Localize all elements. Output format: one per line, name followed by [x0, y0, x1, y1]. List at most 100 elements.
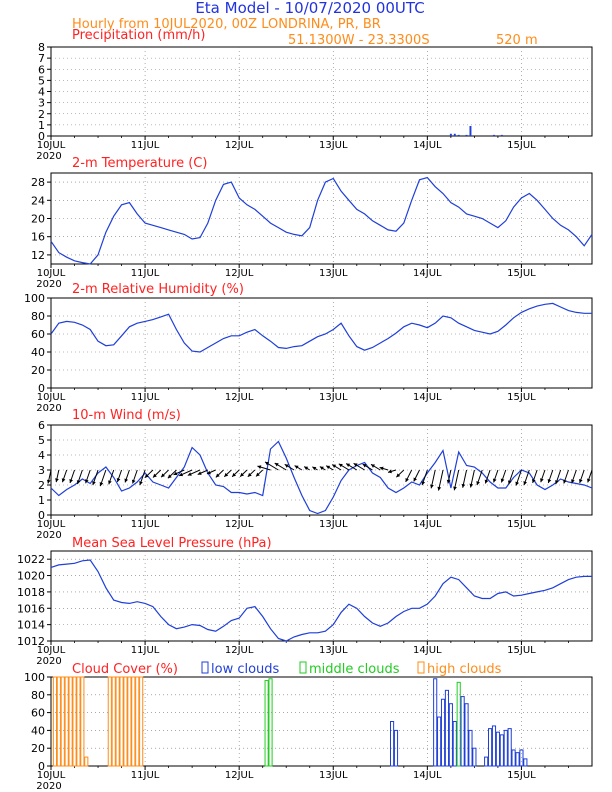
precip-xtick-label: 11JUL — [131, 140, 160, 151]
mslp-xtick-label: 12JUL — [225, 645, 254, 656]
cloud-bar-low — [452, 721, 457, 767]
main-title: Eta Model - 10/07/2020 00UTC — [195, 0, 424, 17]
wind-barb-head — [461, 483, 466, 488]
cloud-xtick-label: 15JUL — [507, 770, 536, 781]
wind-barb-head — [469, 483, 474, 488]
temp-title: 2-m Temperature (C) — [72, 156, 207, 171]
cloud-xtick-label: 14JUL — [413, 770, 442, 781]
rh-year-label: 2020 — [36, 403, 61, 414]
cloud-xtick-label: 12JUL — [225, 770, 254, 781]
wind-barb-head — [312, 466, 317, 471]
mslp-ytick-label: 1016 — [17, 602, 45, 615]
cloud-bar-middle — [264, 680, 269, 767]
wind-barb-head — [99, 482, 104, 487]
temp-frame — [50, 172, 593, 265]
wind-ytick-label: 5 — [38, 434, 45, 447]
wind-barb-head — [161, 473, 165, 478]
rh-ytick-label: 60 — [31, 328, 45, 341]
cloud-bar-high — [52, 676, 57, 767]
wind-barb-head — [453, 486, 457, 491]
wind-barb-head — [319, 466, 324, 471]
wind-barb-head — [152, 473, 157, 478]
precip-bar — [449, 133, 452, 136]
temp-ytick-label: 12 — [31, 249, 45, 262]
legend-low-swatch — [201, 661, 209, 674]
cloud-bar-high — [68, 676, 73, 767]
precip-xtick-label: 15JUL — [507, 140, 536, 151]
cloud-bar-high — [115, 676, 120, 767]
cloud-bar-high — [64, 676, 69, 767]
wind-ytick-label: 6 — [38, 419, 45, 432]
cloud-bar-low — [519, 749, 524, 767]
precip-title: Precipitation (mm/h) — [72, 28, 205, 43]
cloud-xtick-label: 11JUL — [131, 770, 160, 781]
wind-barb-head — [84, 479, 89, 484]
wind-barb-head — [274, 463, 279, 467]
wind-barb — [438, 469, 444, 491]
rh-ytick-label: 40 — [31, 346, 45, 359]
precip-ytick-label: 6 — [38, 63, 45, 76]
cloud-bar-low — [511, 749, 516, 767]
precip-ytick-label: 1 — [38, 119, 45, 132]
panel-mslp: 1012 1014 1016 1018 1020 1022 10JUL 11JUL 12JUL 1… — [17, 536, 593, 667]
temp-xtick-label: 12JUL — [225, 268, 254, 279]
cloud-bar-low — [484, 756, 489, 767]
cloud-bar-low — [472, 747, 477, 767]
wind-barb-head — [76, 480, 81, 485]
rh-xtick-label: 10JUL — [37, 392, 66, 403]
legend-middle-swatch — [299, 661, 307, 674]
wind-barb-head — [507, 480, 512, 485]
wind-ytick-label: 0 — [38, 509, 45, 522]
wind-barb-head — [179, 472, 184, 477]
cloud-bar-high — [80, 676, 85, 767]
cloud-ytick-label: 80 — [31, 689, 45, 702]
cloud-bar-low — [437, 716, 442, 767]
wind-barb-head — [346, 463, 351, 467]
cloud-bar-low — [507, 728, 512, 767]
cloud-year-label: 2020 — [36, 781, 61, 792]
temp-year-label: 2020 — [36, 279, 61, 290]
wind-barb-head — [240, 472, 245, 477]
wind-barb-head — [523, 481, 528, 486]
cloud-bar-high — [72, 676, 77, 767]
wind-barb-head — [547, 479, 552, 483]
wind-barb-head — [446, 479, 451, 484]
cloud-bar-high — [84, 756, 89, 767]
mslp-xtick-label: 14JUL — [413, 645, 442, 656]
rh-title: 2-m Relative Humidity (%) — [72, 282, 244, 297]
wind-barb-head — [326, 465, 331, 470]
precip-ytick-label: 8 — [38, 41, 45, 54]
wind-barb-head — [578, 479, 583, 483]
mslp-ytick-label: 1014 — [17, 619, 45, 632]
cloud-bar-high — [131, 676, 136, 767]
cloud-bar-low — [444, 689, 450, 767]
cloud-ytick-label: 40 — [31, 724, 45, 737]
cloud-ytick-label: 100 — [24, 671, 45, 684]
elevation-label: 520 m — [496, 33, 538, 48]
panel-rh: 0 20 40 60 80 100 10JUL 11JUL 12JUL 13JUL 14JUL 15J… — [24, 282, 593, 414]
mslp-xtick-label: 15JUL — [507, 645, 536, 656]
wind-xtick-label: 15JUL — [507, 519, 536, 530]
temp-ytick-label: 24 — [31, 194, 45, 207]
wind-barb-head — [224, 472, 229, 477]
rh-xtick-label: 11JUL — [131, 392, 160, 403]
wind-barb-head — [396, 473, 401, 478]
cloud-ytick-label: 0 — [38, 760, 45, 773]
temp-ytick-label: 28 — [31, 176, 45, 189]
cloud-bar-low — [393, 729, 399, 767]
rh-xtick-label: 13JUL — [319, 392, 348, 403]
mslp-xtick-label: 10JUL — [37, 645, 66, 656]
temp-series-line — [50, 176, 593, 265]
mslp-frame — [50, 550, 593, 642]
wind-xtick-label: 14JUL — [413, 519, 442, 530]
cloud-bar-middle — [268, 678, 273, 767]
wind-xtick-label: 11JUL — [131, 519, 160, 530]
cloud-bar-low — [460, 696, 465, 767]
cloud-bar-low — [503, 729, 508, 767]
cloud-bar-high — [60, 676, 65, 767]
precip-bar — [465, 134, 468, 136]
wind-barb-head — [124, 478, 129, 483]
cloud-bar-high — [123, 676, 128, 767]
wind-barb-head — [476, 481, 480, 486]
